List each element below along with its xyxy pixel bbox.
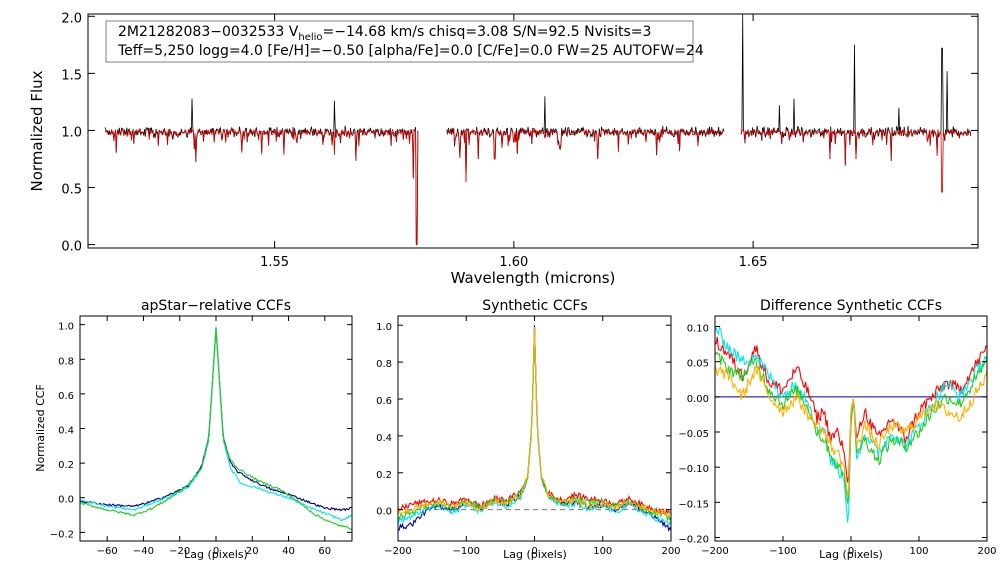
synthetic-ccf-x-ticks: −200 −100 0 100 200 (384, 316, 681, 557)
spectrum-series-group (104, 14, 972, 245)
apstar-ccf-y-ticks: −0.2 0.0 0.2 0.4 0.6 0.8 1.0 (50, 322, 352, 540)
difference-ccf-series-group (715, 325, 987, 523)
apstar-ccf-visit2-line (80, 326, 352, 522)
y-tick-label: −0.15 (678, 499, 709, 510)
y-tick-label: 1.0 (376, 322, 392, 333)
y-tick-label: −0.2 (50, 529, 74, 540)
apstar-ccf-visit3-line (80, 328, 352, 531)
y-tick-label: 0.0 (61, 240, 82, 255)
y-tick-label: −0.20 (678, 534, 709, 545)
synthetic-ccf-panel: Synthetic CCFs −200 −100 0 100 200 0.0 0.2 0.4… (376, 298, 680, 561)
x-tick-label: 1.65 (739, 255, 768, 270)
x-tick-label: 200 (661, 546, 680, 557)
synthetic-ccf-y-ticks: 0.0 0.2 0.4 0.6 0.8 1.0 (376, 322, 671, 518)
synthetic-ccf-title: Synthetic CCFs (482, 298, 587, 314)
apstar-ccf-title: apStar−relative CCFs (141, 298, 291, 314)
y-tick-label: 1.0 (61, 125, 82, 140)
spectrum-legend-box (105, 20, 694, 63)
y-tick-label: 1.5 (61, 68, 82, 83)
synthetic-ccf-visit1-line (398, 327, 671, 515)
x-tick-label: 0 (848, 546, 854, 557)
y-tick-label: 0.6 (376, 396, 392, 407)
observed-spectrum-chip-1 (104, 98, 419, 245)
y-tick-label: 0.0 (376, 507, 392, 518)
x-tick-label: 40 (282, 546, 295, 557)
x-tick-label: 20 (246, 546, 259, 557)
x-tick-label: 100 (909, 546, 928, 557)
x-tick-label: 100 (593, 546, 612, 557)
legend-stats: =−14.68 km/s chisq=3.08 S/N=92.5 Nvisits… (323, 24, 652, 40)
x-tick-label: −20 (169, 546, 190, 557)
y-tick-label: 0.8 (376, 359, 392, 370)
x-tick-label: 0 (531, 546, 537, 557)
apstar-ccf-visit1-line (80, 328, 352, 512)
difference-ccf-x-axis-title: Lag (pixels) (819, 548, 883, 561)
spectrum-x-ticks: 1.55 1.60 1.65 (260, 14, 768, 270)
y-tick-label: 0.2 (376, 470, 392, 481)
x-tick-label: 1.55 (260, 255, 289, 270)
synthetic-ccf-series-group (398, 325, 671, 532)
model-spectrum-chip-3 (740, 128, 972, 193)
difference-ccf-title: Difference Synthetic CCFs (760, 298, 942, 314)
y-tick-label: 0.8 (58, 356, 74, 367)
x-tick-label: −100 (769, 546, 796, 557)
legend-star-id: 2M21282083−0032533 V (118, 24, 299, 40)
legend-line-2: Teff=5,250 logg=4.0 [Fe/H]=−0.50 [alpha/… (117, 43, 704, 59)
x-tick-label: −60 (97, 546, 118, 557)
y-tick-label: 0.5 (61, 183, 82, 198)
synthetic-ccf-visit4-line (398, 327, 671, 518)
x-tick-label: −100 (453, 546, 480, 557)
x-tick-label: 1.60 (499, 255, 528, 270)
difference-ccf-visit4-line (715, 364, 987, 497)
y-tick-label: 0.00 (687, 394, 709, 405)
apstar-ccf-x-ticks: −60 −40 −20 0 20 40 60 (97, 316, 331, 557)
observed-spectrum-chip-2 (446, 96, 725, 182)
apstar-ccf-panel: apStar−relative CCFs −60 −40 −20 0 20 40 60 −0… (34, 298, 353, 561)
y-tick-label: −0.05 (678, 429, 709, 440)
y-tick-label: −0.10 (678, 464, 709, 475)
apstar-ccf-y-axis-title: Normalized CCF (34, 384, 47, 472)
spectrum-y-axis-title: Normalized Flux (28, 70, 46, 191)
y-tick-label: 0.4 (58, 426, 74, 437)
y-tick-label: 1.0 (58, 322, 74, 333)
y-tick-label: 0.10 (687, 324, 709, 335)
x-tick-label: 60 (318, 546, 331, 557)
y-tick-label: 0.0 (58, 495, 74, 506)
model-spectrum-chip-1 (104, 127, 419, 245)
difference-ccf-y-ticks: −0.20 −0.15 −0.10 −0.05 0.00 0.05 0.10 (678, 324, 987, 545)
x-tick-label: −40 (133, 546, 154, 557)
spectrum-y-ticks: 0.0 0.5 1.0 1.5 2.0 (61, 11, 978, 255)
difference-ccf-panel: Difference Synthetic CCFs −200 −100 0 100 20… (678, 298, 996, 561)
spectrum-panel: 1.55 1.60 1.65 0.0 0.5 1.0 1.5 2.0 2M21282083−… (28, 11, 979, 287)
spectrum-legend: 2M21282083−0032533 Vhelio=−14.68 km/s ch… (105, 20, 704, 63)
y-tick-label: 0.05 (687, 359, 709, 370)
legend-line-1: 2M21282083−0032533 Vhelio=−14.68 km/s ch… (118, 24, 651, 43)
x-tick-label: 200 (977, 546, 996, 557)
legend-vhelio-subscript: helio (298, 32, 322, 43)
x-tick-label: 0 (213, 546, 219, 557)
difference-ccf-x-ticks: −200 −100 0 100 200 (701, 316, 997, 557)
y-tick-label: 0.4 (376, 433, 392, 444)
model-spectrum-chip-2 (446, 127, 725, 182)
x-tick-label: −200 (384, 546, 411, 557)
spectrum-plot-frame (87, 13, 979, 249)
y-tick-label: 0.2 (58, 460, 74, 471)
apstar-ccf-series-group (80, 326, 352, 531)
synthetic-ccf-visit3-line (398, 327, 671, 521)
y-tick-label: 0.6 (58, 391, 74, 402)
x-tick-label: −200 (701, 546, 728, 557)
spectrum-x-axis-title: Wavelength (microns) (451, 269, 616, 287)
synthetic-ccf-visit2-line (398, 327, 671, 527)
apstar-ccf-x-axis-title: Lag (pixels) (184, 548, 248, 561)
y-tick-label: 2.0 (61, 11, 82, 26)
synthetic-ccf-x-axis-title: Lag (pixels) (503, 548, 567, 561)
